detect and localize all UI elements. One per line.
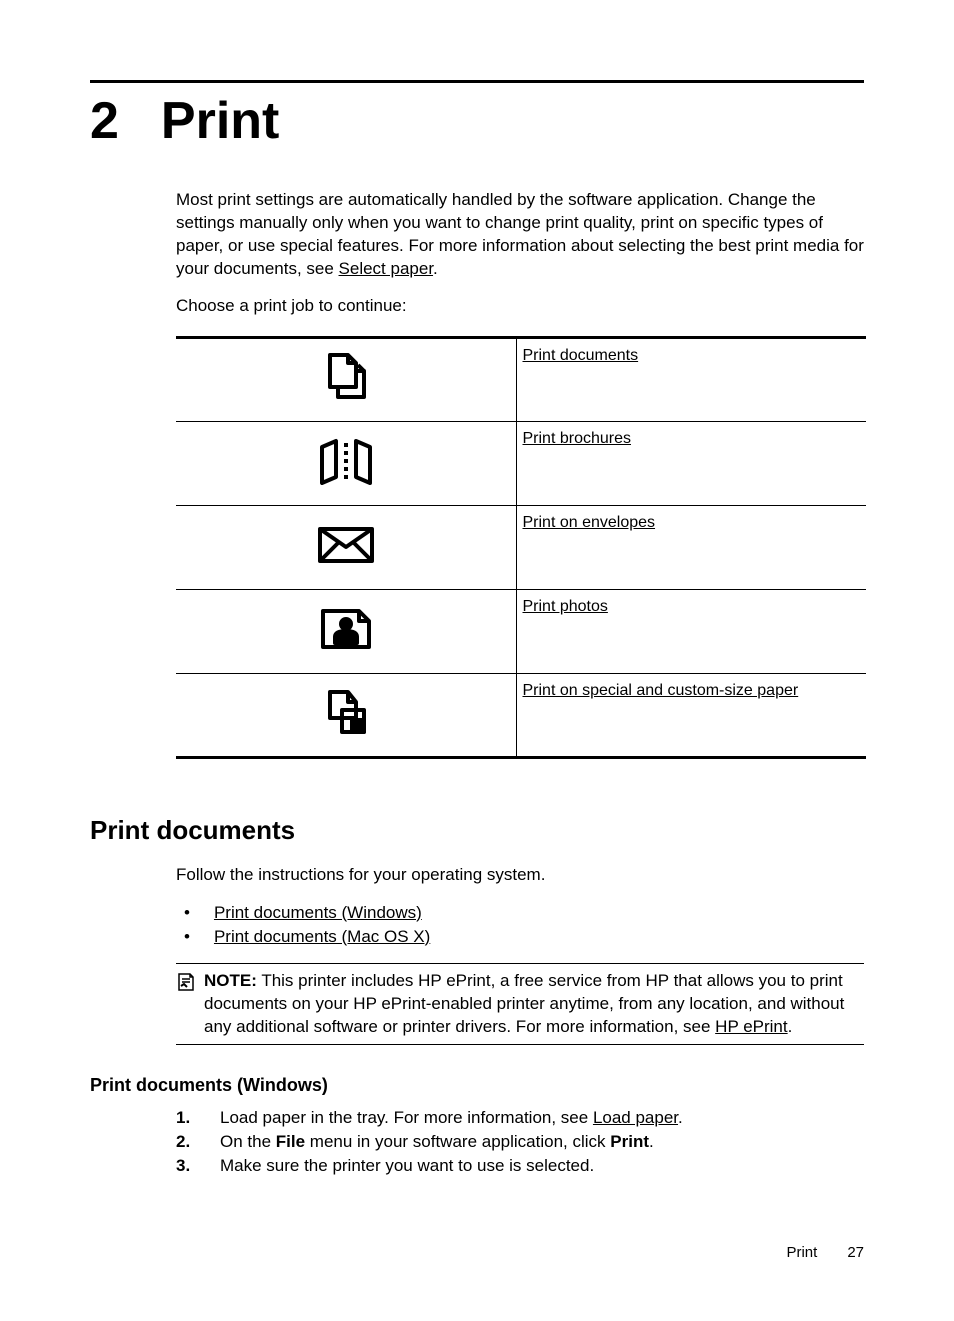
table-row: Print on envelopes [176, 505, 866, 589]
step-item: On the File menu in your software applic… [176, 1130, 864, 1154]
follow-instructions-text: Follow the instructions for your operati… [176, 864, 864, 887]
note-text: NOTE: This printer includes HP ePrint, a… [204, 970, 864, 1039]
print-documents-mac-link[interactable]: Print documents (Mac OS X) [214, 927, 430, 947]
steps-list: Load paper in the tray. For more informa… [176, 1106, 864, 1178]
step-item: Make sure the printer you want to use is… [176, 1154, 864, 1178]
step-item: Load paper in the tray. For more informa… [176, 1106, 864, 1130]
documents-link-cell: Print documents [516, 337, 866, 421]
top-rule [90, 80, 864, 83]
custom-size-icon [322, 688, 370, 741]
select-paper-link[interactable]: Select paper [339, 259, 434, 278]
brochures-icon-cell [176, 421, 516, 505]
note-label: NOTE: [204, 971, 257, 990]
step1-prefix: Load paper in the tray. For more informa… [220, 1108, 593, 1127]
footer-page-number: 27 [847, 1244, 864, 1261]
chapter-number: 2 [90, 91, 119, 151]
print-envelopes-link[interactable]: Print on envelopes [523, 514, 656, 531]
photos-icon-cell [176, 589, 516, 673]
page-footer: Print 27 [786, 1244, 864, 1261]
table-row: Print photos [176, 589, 866, 673]
note-box: NOTE: This printer includes HP ePrint, a… [176, 963, 864, 1046]
step2-prefix: On the [220, 1132, 276, 1151]
print-documents-heading: Print documents [90, 815, 864, 846]
step3-text: Make sure the printer you want to use is… [220, 1156, 594, 1176]
envelopes-link-cell: Print on envelopes [516, 505, 866, 589]
hp-eprint-link[interactable]: HP ePrint [715, 1017, 787, 1036]
os-list: Print documents (Windows) Print document… [176, 901, 864, 949]
photos-link-cell: Print photos [516, 589, 866, 673]
intro-paragraph: Most print settings are automatically ha… [176, 189, 864, 281]
brochures-icon [318, 437, 374, 490]
envelopes-icon-cell [176, 505, 516, 589]
chapter-header: 2 Print [90, 91, 864, 151]
step2-print-bold: Print [610, 1132, 649, 1151]
print-special-link[interactable]: Print on special and custom-size paper [523, 682, 799, 699]
note-suffix: . [788, 1017, 793, 1036]
documents-icon-cell [176, 337, 516, 421]
note-icon [176, 972, 196, 1039]
print-documents-link[interactable]: Print documents [523, 347, 639, 364]
intro-text-suffix: . [433, 259, 438, 278]
intro-text-prefix: Most print settings are automatically ha… [176, 190, 864, 278]
envelope-icon [318, 527, 374, 568]
brochures-link-cell: Print brochures [516, 421, 866, 505]
special-link-cell: Print on special and custom-size paper [516, 673, 866, 757]
step2-suffix: . [649, 1132, 654, 1151]
documents-icon [320, 351, 372, 408]
step1-suffix: . [678, 1108, 683, 1127]
print-brochures-link[interactable]: Print brochures [523, 430, 632, 447]
print-jobs-table: Print documents Print brochures [176, 336, 866, 759]
print-documents-windows-link[interactable]: Print documents (Windows) [214, 903, 422, 923]
print-documents-windows-heading: Print documents (Windows) [90, 1075, 864, 1096]
photo-icon [319, 607, 373, 656]
list-item: Print documents (Windows) [176, 901, 864, 925]
table-row: Print on special and custom-size paper [176, 673, 866, 757]
choose-job-text: Choose a print job to continue: [176, 295, 864, 318]
load-paper-link[interactable]: Load paper [593, 1108, 678, 1127]
table-row: Print brochures [176, 421, 866, 505]
print-photos-link[interactable]: Print photos [523, 598, 608, 615]
chapter-title: Print [161, 91, 279, 151]
table-row: Print documents [176, 337, 866, 421]
step2-mid: menu in your software application, click [305, 1132, 610, 1151]
step2-file-bold: File [276, 1132, 305, 1151]
special-icon-cell [176, 673, 516, 757]
list-item: Print documents (Mac OS X) [176, 925, 864, 949]
footer-label: Print [786, 1244, 817, 1261]
